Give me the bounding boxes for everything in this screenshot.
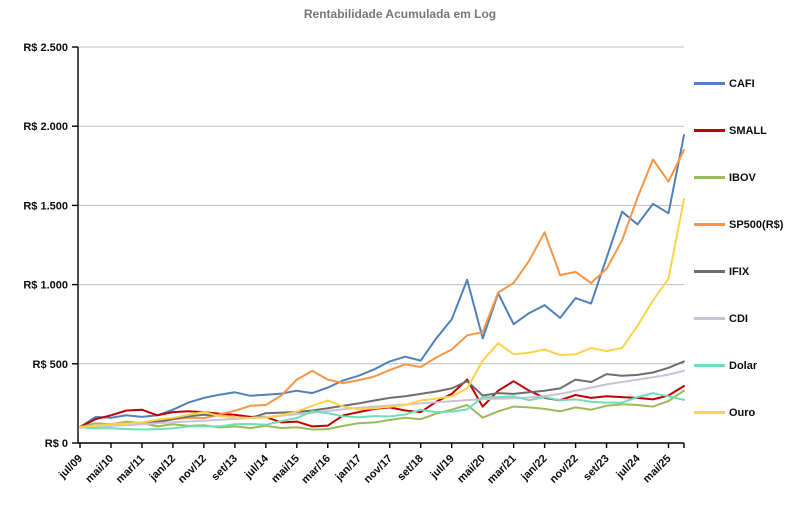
legend-label-ouro: Ouro bbox=[729, 406, 756, 419]
legend-item-small: SMALL bbox=[694, 107, 798, 154]
x-tick-label: jul/19 bbox=[428, 453, 457, 482]
x-tick-label: mar/16 bbox=[299, 453, 333, 487]
ibov-line-swatch-icon bbox=[694, 176, 725, 179]
cafi-line-swatch-icon bbox=[694, 82, 725, 85]
x-tick-label: jul/09 bbox=[56, 453, 85, 482]
x-tick-label: nov/12 bbox=[176, 453, 209, 486]
x-tick-label: mai/10 bbox=[83, 453, 116, 486]
y-tick-label: R$ 2.500 bbox=[23, 42, 68, 54]
y-tick-label: R$ 0 bbox=[45, 438, 68, 450]
legend-item-cdi: CDI bbox=[694, 295, 798, 342]
legend-label-cdi: CDI bbox=[729, 312, 748, 325]
ifix-line-swatch-icon bbox=[694, 270, 725, 273]
x-tick-label: mar/21 bbox=[485, 453, 519, 487]
y-tick-label: R$ 500 bbox=[33, 359, 68, 371]
series-line-ibov bbox=[79, 389, 685, 431]
series-line-ouro bbox=[79, 198, 685, 429]
legend-label-ifix: IFIX bbox=[729, 265, 750, 278]
x-tick-label: jul/14 bbox=[242, 452, 272, 482]
x-tick-label: mar/11 bbox=[114, 453, 147, 486]
sp500-line-swatch-icon bbox=[694, 223, 725, 226]
x-tick-label: set/13 bbox=[209, 453, 240, 484]
legend-label-small: SMALL bbox=[729, 124, 767, 137]
y-tick-label: R$ 1.000 bbox=[23, 280, 68, 292]
x-tick-label: jan/22 bbox=[518, 453, 549, 484]
legend-item-ifix: IFIX bbox=[694, 248, 798, 295]
x-tick-label: nov/22 bbox=[548, 453, 581, 486]
x-tick-label: jan/17 bbox=[333, 453, 364, 484]
legend-label-ibov: IBOV bbox=[729, 171, 756, 184]
legend-item-cafi: CAFI bbox=[694, 60, 798, 107]
legend-item-sp500: SP500(R$) bbox=[694, 201, 798, 248]
legend-item-dolar: Dolar bbox=[694, 342, 798, 389]
legend-item-ibov: IBOV bbox=[694, 154, 798, 201]
x-tick-label: nov/17 bbox=[362, 453, 395, 486]
legend-label-sp500: SP500(R$) bbox=[729, 218, 784, 231]
legend: CAFI SMALL IBOV SP500(R$) IFIX CDI Dolar bbox=[694, 60, 798, 436]
series-line-sp500-r- bbox=[79, 149, 685, 429]
series-line-ifix bbox=[79, 360, 685, 429]
legend-label-cafi: CAFI bbox=[729, 77, 755, 90]
ouro-line-swatch-icon bbox=[694, 411, 725, 414]
x-tick-label: mai/20 bbox=[455, 453, 488, 486]
series-line-cdi bbox=[79, 369, 685, 429]
series-line-dolar bbox=[79, 392, 685, 431]
x-tick-label: set/23 bbox=[581, 453, 612, 484]
series-line-cafi bbox=[79, 134, 685, 429]
legend-label-dolar: Dolar bbox=[729, 359, 758, 372]
small-line-swatch-icon bbox=[694, 129, 725, 132]
y-tick-label: R$ 1.500 bbox=[23, 200, 68, 212]
x-tick-label: set/18 bbox=[395, 453, 426, 484]
chart-title: Rentabilidade Acumulada em Log bbox=[303, 7, 497, 21]
legend-item-ouro: Ouro bbox=[694, 389, 798, 436]
x-tick-label: mai/25 bbox=[641, 453, 674, 486]
x-tick-label: mai/15 bbox=[269, 453, 302, 486]
x-tick-label: jul/24 bbox=[614, 452, 644, 482]
x-tick-label: jan/12 bbox=[147, 453, 178, 484]
y-tick-label: R$ 2.000 bbox=[23, 121, 68, 133]
cdi-line-swatch-icon bbox=[694, 317, 725, 320]
dolar-line-swatch-icon bbox=[694, 364, 725, 367]
